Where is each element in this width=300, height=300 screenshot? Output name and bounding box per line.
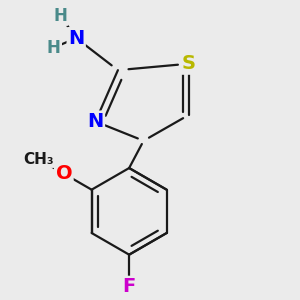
Text: N: N xyxy=(87,112,104,131)
Text: N: N xyxy=(68,28,84,48)
Text: O: O xyxy=(56,164,72,183)
Text: H: H xyxy=(53,7,67,25)
Text: F: F xyxy=(122,277,136,296)
Text: H: H xyxy=(47,39,61,57)
Text: S: S xyxy=(182,54,196,73)
Text: CH₃: CH₃ xyxy=(23,152,54,167)
